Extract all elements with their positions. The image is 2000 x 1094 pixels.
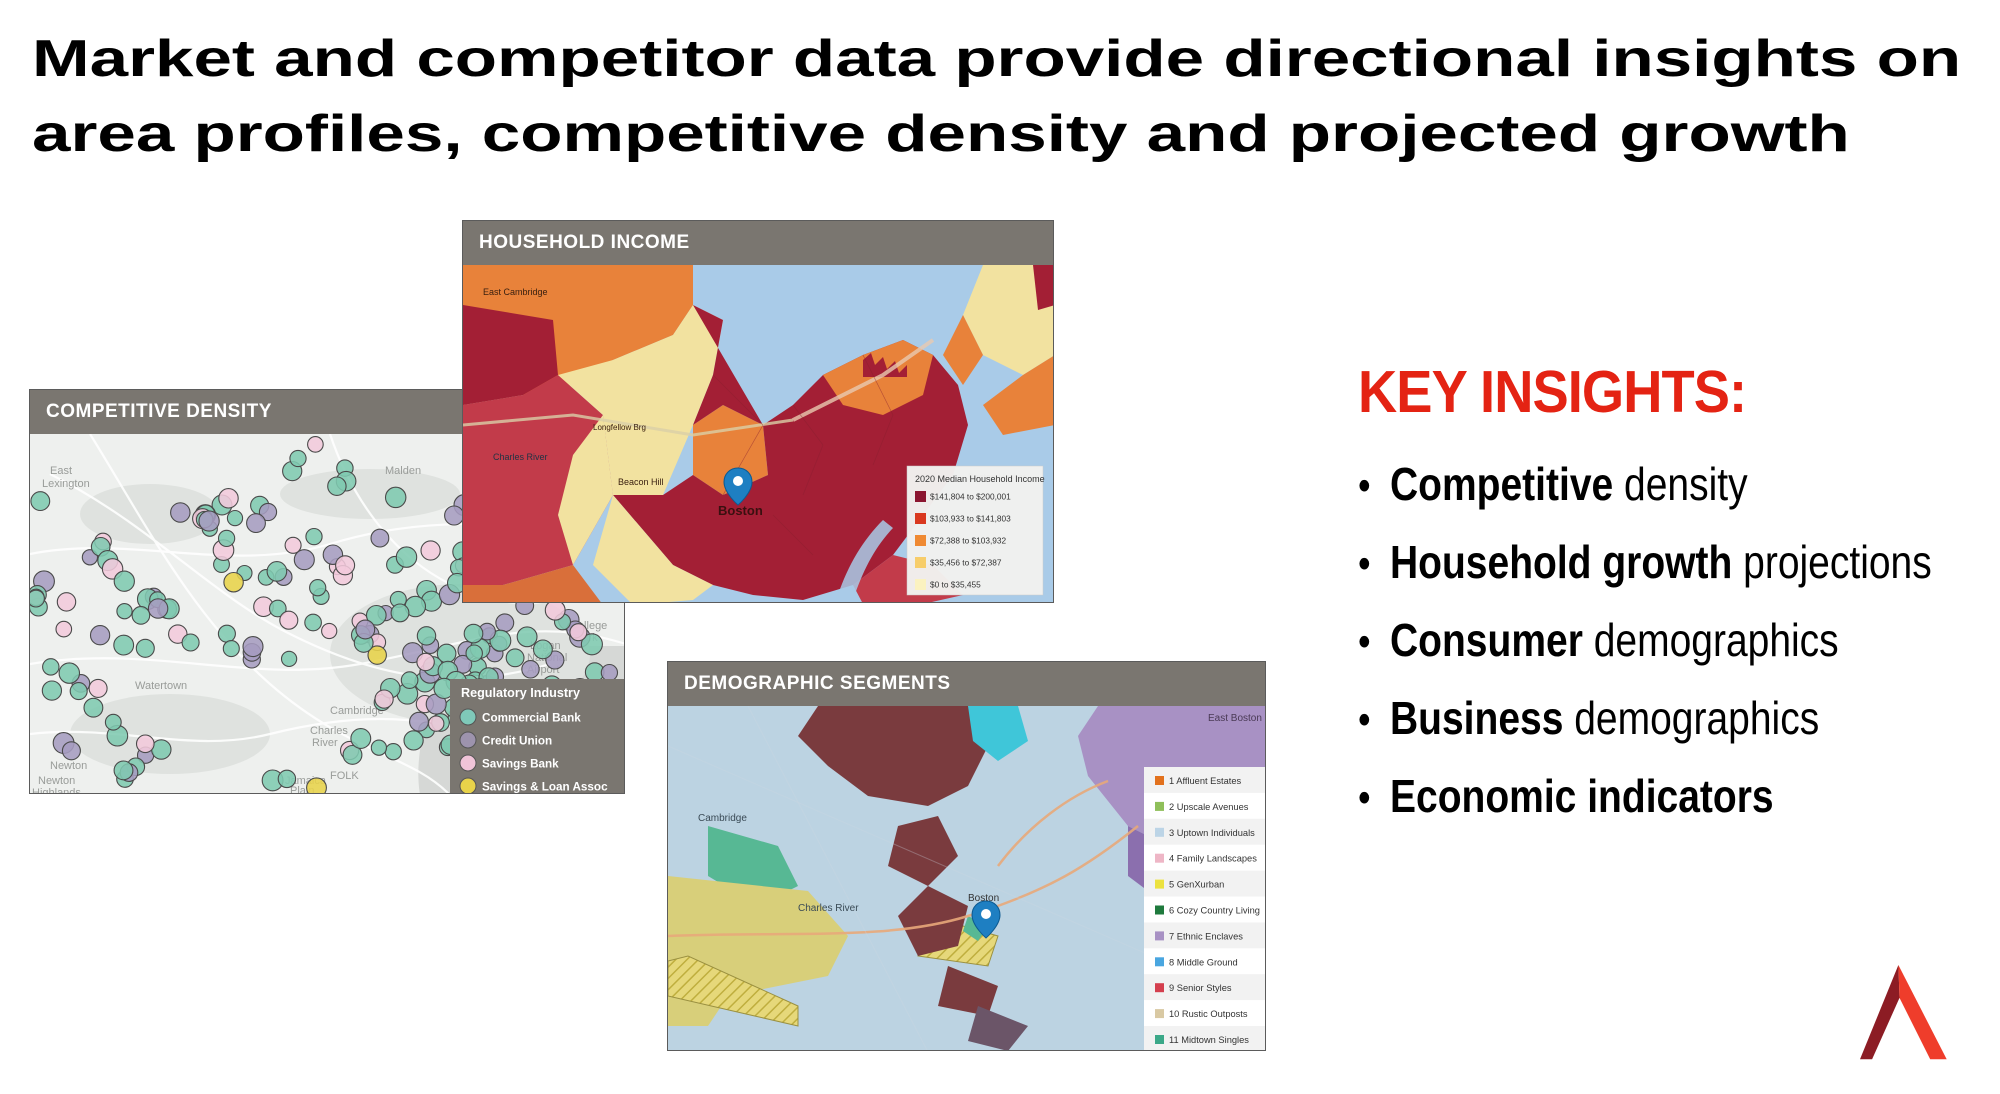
svg-text:$35,456 to $72,387: $35,456 to $72,387 (930, 558, 1002, 568)
svg-text:1 Affluent Estates: 1 Affluent Estates (1169, 776, 1242, 786)
svg-text:7 Ethnic Enclaves: 7 Ethnic Enclaves (1169, 931, 1243, 941)
svg-text:East: East (50, 465, 72, 477)
svg-text:2 Upscale Avenues: 2 Upscale Avenues (1169, 802, 1249, 812)
svg-text:Charles River: Charles River (798, 903, 859, 914)
svg-text:Malden: Malden (385, 465, 421, 477)
svg-text:East Cambridge: East Cambridge (483, 287, 548, 297)
svg-text:$141,804 to $200,001: $141,804 to $200,001 (930, 492, 1011, 502)
svg-text:4 Family Landscapes: 4 Family Landscapes (1169, 854, 1257, 864)
svg-text:$103,933 to $141,803: $103,933 to $141,803 (930, 514, 1011, 524)
svg-text:River: River (312, 737, 338, 749)
svg-text:5 GenXurban: 5 GenXurban (1169, 880, 1224, 890)
svg-text:Highlands: Highlands (32, 787, 81, 793)
svg-text:Savings Bank: Savings Bank (482, 758, 559, 771)
svg-text:Lexington: Lexington (42, 478, 90, 490)
svg-text:Newton: Newton (50, 760, 87, 772)
svg-text:Savings & Loan Assoc: Savings & Loan Assoc (482, 781, 608, 794)
svg-text:8 Middle Ground: 8 Middle Ground (1169, 957, 1238, 967)
svg-text:Beacon Hill: Beacon Hill (618, 477, 664, 487)
svg-text:10 Rustic Outposts: 10 Rustic Outposts (1169, 1009, 1248, 1019)
svg-text:$0 to $35,455: $0 to $35,455 (930, 580, 981, 590)
svg-text:East Boston: East Boston (1208, 713, 1262, 724)
svg-text:9 Senior Styles: 9 Senior Styles (1169, 983, 1232, 993)
svg-text:Newton: Newton (38, 775, 75, 787)
svg-text:Regulatory Industry: Regulatory Industry (461, 686, 580, 700)
svg-text:FOLK: FOLK (330, 770, 359, 782)
svg-text:Watertown: Watertown (135, 680, 187, 692)
svg-text:6 Cozy Country Living: 6 Cozy Country Living (1169, 906, 1260, 916)
svg-text:Credit Union: Credit Union (482, 735, 552, 748)
svg-text:Charles: Charles (310, 725, 348, 737)
svg-text:Commercial Bank: Commercial Bank (482, 712, 581, 725)
svg-text:Cambridge: Cambridge (698, 813, 747, 824)
svg-text:Longfellow Brg: Longfellow Brg (593, 423, 646, 432)
svg-text:$72,388 to $103,932: $72,388 to $103,932 (930, 536, 1007, 546)
svg-text:3 Uptown Individuals: 3 Uptown Individuals (1169, 828, 1255, 838)
svg-text:Boston: Boston (968, 893, 999, 904)
svg-text:2020 Median Household Income: 2020 Median Household Income (915, 474, 1045, 484)
svg-text:11 Midtown Singles: 11 Midtown Singles (1169, 1035, 1249, 1045)
svg-text:Boston: Boston (718, 503, 763, 518)
svg-text:Charles River: Charles River (493, 452, 548, 462)
